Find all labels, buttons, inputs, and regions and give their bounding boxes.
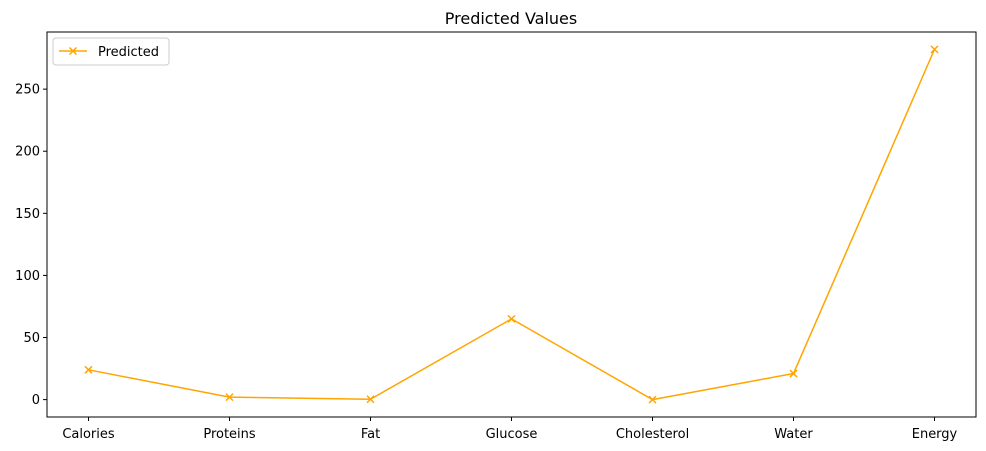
x-tick-label: Calories [62,427,115,442]
x-tick-label: Fat [361,427,380,442]
x-tick-label: Water [774,427,813,442]
series-line [88,49,936,401]
legend: Predicted [52,37,170,66]
x-tick-label: Cholesterol [616,427,689,442]
y-tick-label: 150 [15,207,40,222]
data-point [68,46,78,56]
y-tick-label: 0 [32,393,40,408]
data-point [84,365,93,374]
data-point [225,393,234,402]
legend-box [52,37,170,66]
data-point [648,395,657,404]
legend-marker [68,46,78,56]
data-point [366,395,375,404]
x-tick-label: Energy [912,427,958,442]
y-tick-label: 50 [23,331,40,346]
data-point [789,369,798,378]
y-tick-label: 200 [15,145,40,160]
x-tick-label: Proteins [203,427,256,442]
data-point [507,314,516,323]
y-tick-label: 250 [15,83,40,98]
x-tick-label: Glucose [486,427,538,442]
plot-area [46,31,977,418]
data-point [930,45,939,54]
series-layer [84,45,939,404]
y-tick-label: 100 [15,269,40,284]
x-axis: Calories Proteins Fat Glucose Cholesterol Wat… [62,417,958,442]
y-axis: 0 50 100 150 200 250 [15,83,47,408]
legend-label: Predicted [98,45,159,60]
chart-title: Predicted Values [445,9,577,28]
